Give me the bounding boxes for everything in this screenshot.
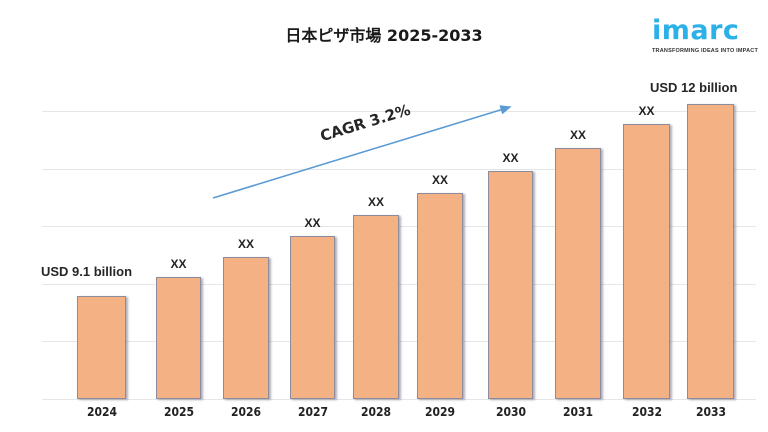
bar-2032 [623,124,670,399]
bar-2030 [488,171,533,399]
x-axis-tick-label: 2025 [163,405,194,419]
gridline [42,341,756,342]
baseline [42,399,756,400]
imarc-logo: imarc TRANSFORMING IDEAS INTO IMPACT [648,10,760,58]
bar-2024 [77,296,126,399]
bar-value-label: XX [237,237,254,251]
logo-tagline: TRANSFORMING IDEAS INTO IMPACT [652,48,759,54]
x-axis-tick-label: 2027 [297,405,328,419]
bar-value-label: XX [502,151,519,165]
x-axis-tick-label: 2033 [695,405,726,419]
chart-title: 日本ピザ市場 2025-2033 [285,26,483,45]
bar-2027 [290,236,335,399]
bar-value-label: XX [431,173,448,187]
x-axis-tick-label: 2030 [495,405,526,419]
gridline [42,284,756,285]
x-axis-tick-label: 2031 [562,405,594,419]
x-axis-tick-label: 2028 [360,405,392,419]
bar-2031 [555,148,601,399]
bar-value-label: XX [367,195,384,209]
gridline [42,169,756,170]
bar-2025 [156,277,201,399]
x-axis-tick-label: 2026 [230,405,262,419]
logo-wordmark: imarc [652,15,740,46]
bar-value-label: XX [304,216,321,230]
bar-value-label: XX [569,128,586,142]
bar-2033 [687,104,734,399]
bar-value-label: XX [638,104,655,118]
bar-value-label: XX [170,257,187,271]
start-value-label: USD 9.1 billion [41,264,133,279]
gridline [42,226,756,227]
bar-2026 [223,257,269,399]
end-value-label: USD 12 billion [650,80,738,95]
bar-2029 [417,193,463,399]
gridline [42,111,756,112]
x-axis-tick-label: 2032 [631,405,662,419]
bar-2028 [353,215,399,399]
x-axis-tick-label: 2024 [86,405,117,419]
x-axis-tick-label: 2029 [424,405,456,419]
